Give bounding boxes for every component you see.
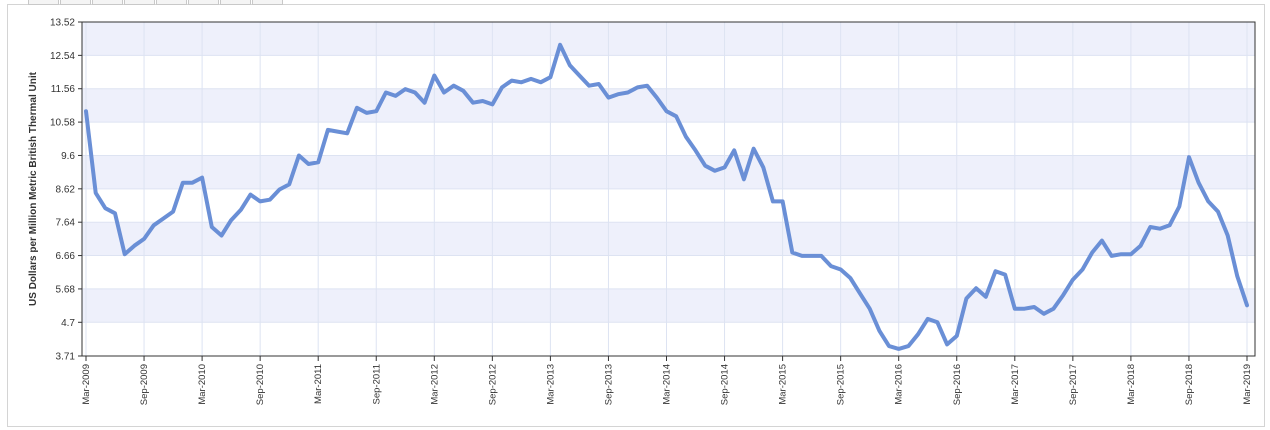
y-tick-label: 9.6 [61,151,75,162]
x-tick-label: Mar-2010 [197,364,208,405]
plot-band [82,222,1255,256]
x-tick-label: Sep-2017 [1068,364,1079,405]
x-tick-label: Sep-2015 [836,364,847,405]
y-tick-label: 12.54 [50,51,75,62]
plot-band [82,288,1255,323]
x-tick-label: Mar-2014 [662,364,673,405]
x-tick-label: Mar-2009 [81,364,92,405]
plot-band [82,88,1255,123]
x-tick-label: Sep-2018 [1184,364,1195,405]
y-tick-label: 5.68 [56,284,76,295]
x-tick-label: Sep-2009 [139,364,150,405]
x-tick-label: Mar-2017 [1010,364,1021,405]
toolbar-tab[interactable] [252,0,283,5]
plot-border [81,21,1256,357]
y-tick-label: 11.56 [51,84,76,95]
x-tick-label: Mar-2019 [1242,364,1253,405]
x-tick-label: Mar-2018 [1126,364,1137,405]
toolbar-tab[interactable] [60,0,91,5]
y-tick-label: 13.52 [50,18,75,29]
x-tick-label: Sep-2014 [720,364,731,405]
x-tick-label: Sep-2012 [487,364,498,405]
plot-band [82,22,1255,56]
y-tick-label: 7.64 [56,218,76,229]
y-tick-label: 10.58 [50,118,75,129]
x-tick-label: Mar-2011 [313,364,324,404]
x-tick-label: Sep-2016 [952,364,963,405]
x-tick-label: Mar-2013 [545,364,556,405]
series-line [84,42,1249,351]
x-tick-label: Mar-2015 [778,364,789,405]
x-tick-label: Sep-2013 [603,364,614,405]
x-tick-label: Sep-2010 [255,364,266,405]
toolbar-tab[interactable] [188,0,219,5]
x-axis: Mar-2009 Sep-2009 Mar-2010 Sep-2010 Mar-2011… [81,356,1253,405]
toolbar-tab[interactable] [28,0,59,5]
x-tick-label: Mar-2016 [894,364,905,405]
y-tick-label: 3.71 [56,352,76,363]
x-tick-label: Mar-2012 [429,364,440,405]
toolbar-tabs [28,0,284,5]
plot-band [82,155,1255,189]
toolbar-tab[interactable] [220,0,251,5]
plot-bands [82,22,1255,323]
x-tick-label: Sep-2011 [371,364,382,405]
toolbar-tab[interactable] [156,0,187,5]
y-tick-label: 8.62 [56,184,76,195]
y-tick-label: 6.66 [56,251,76,262]
y-axis-label: US Dollars per Million Metric British Th… [28,71,39,306]
toolbar-tab[interactable] [92,0,123,5]
y-axis: 3.71 4.7 5.68 6.66 7.64 8.62 9.6 10.58 11.56 12.5… [50,18,82,363]
toolbar-tab[interactable] [124,0,155,5]
y-tick-label: 4.7 [61,318,75,329]
